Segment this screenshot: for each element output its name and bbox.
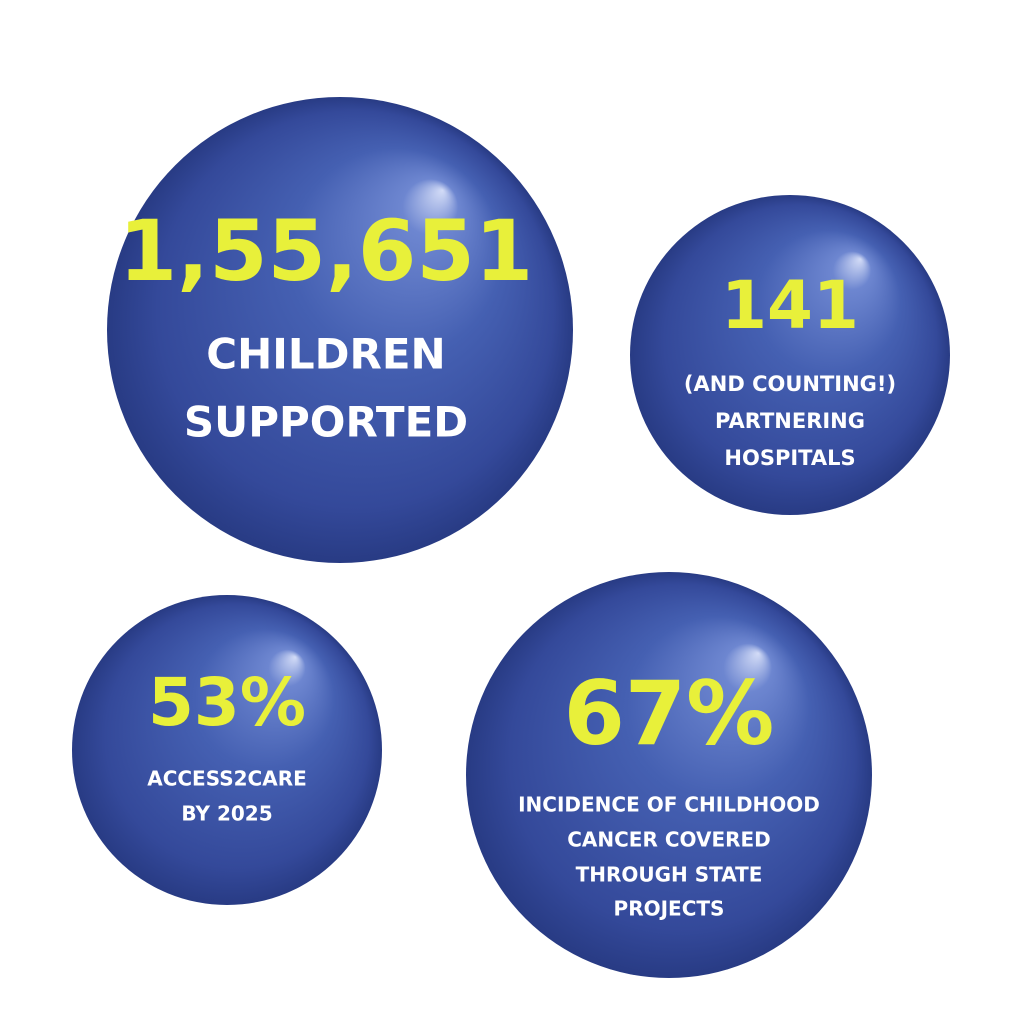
stat-value: 141 <box>721 267 859 344</box>
bubble: 53% ACCESS2CARE BY 2025 <box>72 595 382 905</box>
stat-value: 53% <box>148 664 306 741</box>
stat-label: INCIDENCE OF CHILDHOOD <box>518 793 820 817</box>
stat-value: 1,55,651 <box>119 202 534 300</box>
stat-label: CANCER COVERED <box>567 828 771 852</box>
sphere <box>107 97 573 563</box>
sphere <box>72 595 382 905</box>
stat-value: 67% <box>564 662 775 765</box>
stat-label: THROUGH STATE <box>576 863 763 887</box>
bubble: 67% INCIDENCE OF CHILDHOOD CANCER COVERE… <box>466 572 872 978</box>
stat-label: (AND COUNTING!) <box>684 372 896 396</box>
stat-label: CHILDREN <box>206 330 445 379</box>
stat-label: SUPPORTED <box>184 398 468 447</box>
stat-label: PROJECTS <box>614 897 725 921</box>
stat-label: BY 2025 <box>181 802 272 826</box>
sphere <box>630 195 950 515</box>
sphere <box>466 572 872 978</box>
stat-label: PARTNERING <box>715 409 865 433</box>
bubble: 1,55,651 CHILDREN SUPPORTED <box>107 97 573 563</box>
stat-label: HOSPITALS <box>724 446 855 470</box>
stat-label: ACCESS2CARE <box>147 767 307 791</box>
bubble: 141 (AND COUNTING!) PARTNERING HOSPITALS <box>630 195 950 515</box>
